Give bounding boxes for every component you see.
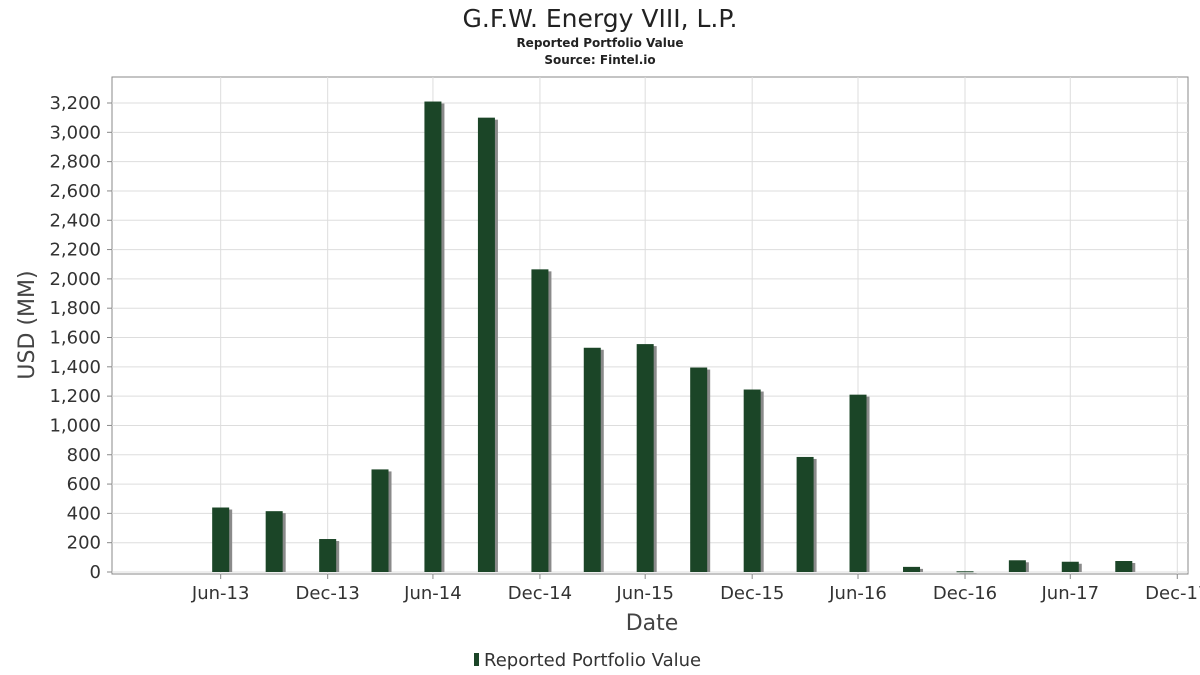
bar-fill (424, 101, 442, 573)
bar (1008, 560, 1029, 572)
y-tick-label: 400 (67, 503, 101, 524)
bar (319, 539, 340, 572)
bar (371, 469, 392, 572)
legend-label: Reported Portfolio Value (484, 650, 701, 671)
x-axis: Jun-13 Dec-13 Jun-14 Dec-14 Jun-15 Dec-15 Jun-… (191, 574, 1200, 604)
y-tick-label: 1,000 (49, 415, 101, 436)
y-tick-label: 800 (67, 445, 101, 466)
bar-fill (796, 456, 814, 572)
chart-title: G.F.W. Energy VIII, L.P. (463, 4, 738, 33)
x-tick-label: Jun-13 (191, 583, 250, 604)
y-tick-label: 2,000 (49, 269, 101, 290)
y-tick-label: 1,400 (49, 357, 101, 378)
x-tick-label: Jun-14 (403, 583, 462, 604)
legend-swatch (474, 653, 479, 666)
bar (265, 511, 286, 572)
bar (424, 101, 445, 573)
bar-fill (583, 347, 601, 572)
bar-fill (636, 344, 654, 572)
bar (1061, 561, 1082, 572)
bar (956, 571, 977, 575)
bar-fill (956, 571, 974, 573)
bar (690, 367, 711, 572)
x-tick-label: Dec-14 (508, 583, 572, 604)
y-tick-label: 1,200 (49, 386, 101, 407)
bar-fill (1008, 560, 1026, 572)
bar (636, 344, 657, 572)
x-tick-label: Jun-17 (1041, 583, 1100, 604)
bar-fill (319, 539, 337, 572)
bar-fill (477, 117, 495, 572)
bar (903, 566, 924, 572)
bar (583, 347, 604, 572)
y-tick-label: 0 (90, 562, 101, 583)
chart-source: Source: Fintel.io (544, 53, 655, 67)
bar-fill (743, 389, 761, 572)
legend: Reported Portfolio Value (474, 650, 701, 671)
x-tick-label: Jun-16 (828, 583, 887, 604)
y-tick-label: 2,200 (49, 240, 101, 261)
bar (1115, 561, 1136, 572)
x-tick-label: Dec-16 (933, 583, 997, 604)
bar (212, 507, 233, 572)
bar-fill (1061, 561, 1079, 572)
x-tick-label: Dec-15 (720, 583, 784, 604)
bar-fill (690, 367, 708, 572)
bar-fill (531, 269, 549, 572)
y-tick-label: 1,600 (49, 328, 101, 349)
bar (531, 269, 552, 572)
y-tick-label: 3,000 (49, 122, 101, 143)
bars (212, 101, 1136, 575)
y-tick-label: 2,800 (49, 152, 101, 173)
y-tick-label: 3,200 (49, 93, 101, 114)
y-tick-label: 200 (67, 533, 101, 554)
y-axis: 0 200 400 600 800 1,000 1,200 1,400 1,600 1,800 2,… (49, 93, 112, 583)
y-tick-label: 600 (67, 474, 101, 495)
y-tick-label: 2,600 (49, 181, 101, 202)
bar (796, 456, 817, 572)
bar-fill (371, 469, 389, 572)
bar (743, 389, 764, 572)
bar-fill (1115, 561, 1133, 572)
grid (112, 77, 1188, 574)
bar-fill (849, 394, 867, 572)
bar (849, 394, 870, 572)
bar-fill (212, 507, 230, 572)
y-axis-label: USD (MM) (15, 270, 40, 379)
bar (477, 117, 498, 572)
y-tick-label: 1,800 (49, 298, 101, 319)
y-tick-label: 2,400 (49, 210, 101, 231)
bar-fill (265, 511, 283, 572)
chart-subtitle: Reported Portfolio Value (516, 36, 683, 50)
x-tick-label: Dec-17 (1145, 583, 1200, 604)
bar-shadow (959, 573, 977, 575)
x-tick-label: Jun-15 (615, 583, 674, 604)
bar-fill (903, 566, 921, 572)
x-tick-label: Dec-13 (296, 583, 360, 604)
x-axis-label: Date (626, 611, 679, 636)
